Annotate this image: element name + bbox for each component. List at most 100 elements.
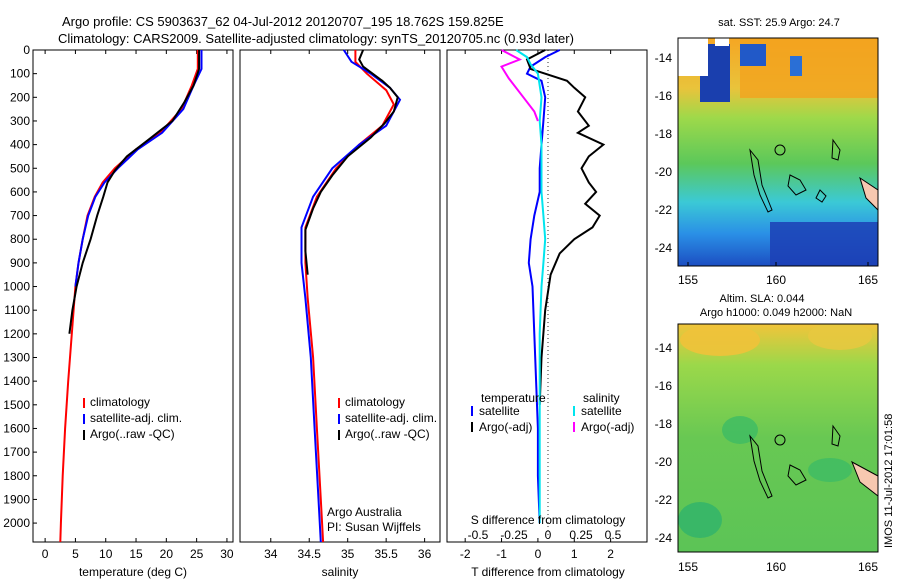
australia-land — [851, 460, 878, 497]
y-tick-label: 1600 — [3, 421, 30, 435]
sst-xtick-label: 160 — [766, 273, 786, 287]
x-tick-label: 35 — [341, 547, 355, 561]
x-tick-label: 35.5 — [374, 547, 398, 561]
sla-low-patch — [722, 416, 758, 444]
y-tick-label: 1700 — [3, 445, 30, 459]
annotation-pi: PI: Susan Wijffels — [327, 520, 421, 534]
x-tick-label: 25 — [190, 547, 204, 561]
australia-land — [859, 176, 878, 211]
x-tick-label: 15 — [129, 547, 143, 561]
salinity-legend: climatology satellite-adj. clim. Argo(..… — [338, 395, 437, 441]
series-line-s-argo-adj — [500, 49, 539, 122]
sla-high-patch — [808, 324, 872, 350]
sla-xtick-label: 155 — [678, 560, 698, 574]
sla-low-patch — [678, 502, 722, 538]
sst-ytick-label: -16 — [655, 89, 673, 103]
legend-label-climatology: climatology — [90, 395, 150, 409]
salinity-xlabel: salinity — [322, 565, 359, 579]
sla-ytick-label: -16 — [655, 379, 673, 393]
legend-header-temperature: temperature — [481, 391, 546, 405]
sst-land-mask — [715, 38, 729, 46]
sla-map: Altim. SLA: 0.044 Argo h1000: 0.049 h200… — [655, 293, 879, 574]
imos-timestamp: IMOS 11-Jul-2012 17:01:58 — [883, 414, 895, 548]
sla-ytick-label: -18 — [655, 417, 673, 431]
y-tick-label: 0 — [23, 43, 30, 57]
coastline — [831, 424, 841, 447]
temperature-panel: 0100200300400500600700800900100011001200… — [3, 43, 234, 579]
sla-ytick-label: -14 — [655, 341, 673, 355]
y-tick-label: 1100 — [4, 303, 30, 317]
y-tick-label: 1200 — [3, 327, 30, 341]
sla-ytick-label: -24 — [655, 531, 673, 545]
salinity-ticks: 34 34.5 35 35.5 36 — [264, 50, 432, 561]
y-tick-label: 300 — [10, 114, 30, 128]
x-tick-label: 2 — [607, 547, 614, 561]
y-tick-label: 800 — [10, 232, 30, 246]
temperature-axes — [32, 49, 234, 543]
x-tick-label: -2 — [460, 547, 471, 561]
x-tick-label: -1 — [496, 547, 507, 561]
salinity-lines — [300, 49, 402, 543]
x-tick-label: 34 — [264, 547, 278, 561]
difference-ticks: -2 -1 0 1 2 — [460, 50, 614, 561]
sla-map-frame — [677, 323, 879, 553]
difference-legend: temperature salinity satellite Argo(-adj… — [471, 391, 634, 434]
y-tick-label: 1500 — [3, 398, 30, 412]
coastline — [831, 138, 841, 161]
s-tick-label: 0.5 — [605, 528, 622, 542]
legend-label-argo: Argo(..raw -QC) — [345, 427, 430, 441]
sst-xtick-label: 155 — [678, 273, 698, 287]
t-difference-label: T difference from climatology — [471, 565, 625, 579]
sla-map-title-line1: Altim. SLA: 0.044 — [720, 293, 805, 305]
coastline — [749, 148, 773, 213]
sst-ytick-label: -18 — [655, 127, 673, 141]
x-tick-label: 34.5 — [298, 547, 322, 561]
temperature-xlabel: temperature (deg C) — [79, 565, 187, 579]
series-line-argo-raw-qc — [68, 50, 201, 334]
sst-ytick-label: -20 — [655, 165, 673, 179]
sla-low-patch — [808, 458, 852, 482]
x-tick-label: 30 — [220, 547, 234, 561]
s-tick-label: -0.5 — [468, 528, 489, 542]
y-tick-label: 200 — [10, 90, 30, 104]
figure-title-line1: Argo profile: CS 5903637_62 04-Jul-2012 … — [62, 14, 504, 29]
x-tick-label: 5 — [72, 547, 79, 561]
argo-position-marker — [774, 144, 786, 156]
depth-ticks: 0 100 200 300 400 500 600 700 800 900 1000 1100 1200… — [3, 43, 37, 530]
sla-xtick-label: 165 — [858, 560, 878, 574]
figure-title-line2: Climatology: CARS2009. Satellite-adjuste… — [58, 31, 574, 46]
legend-header-salinity: salinity — [583, 391, 620, 405]
sst-xtick-label: 165 — [858, 273, 878, 287]
x-tick-label: 0 — [42, 547, 49, 561]
temperature-lines — [59, 50, 203, 543]
y-tick-label: 2000 — [3, 516, 30, 530]
x-tick-label: 1 — [571, 547, 578, 561]
sla-xtick-label: 160 — [766, 560, 786, 574]
sst-map-frame — [677, 37, 879, 267]
sla-ytick-label: -20 — [655, 455, 673, 469]
x-tick-label: 0 — [535, 547, 542, 561]
y-tick-label: 400 — [10, 138, 30, 152]
legend-label-t-satellite: satellite — [479, 404, 520, 418]
sst-ytick-label: -22 — [655, 203, 673, 217]
s-tick-label: 0.25 — [569, 528, 593, 542]
x-tick-label: 20 — [160, 547, 174, 561]
sst-land-mask — [678, 38, 708, 76]
legend-label-s-argo: Argo(-adj) — [581, 420, 634, 434]
series-line-t-satellite — [525, 49, 561, 524]
legend-label-t-argo: Argo(-adj) — [479, 420, 532, 434]
legend-label-argo: Argo(..raw -QC) — [90, 427, 175, 441]
temperature-ticks: 0 5 10 15 20 25 30 — [42, 50, 234, 561]
difference-panel: -2 -1 0 1 2 S difference from climatology -0… — [446, 49, 648, 579]
s-difference-label: S difference from climatology — [471, 513, 626, 527]
y-tick-label: 500 — [10, 161, 30, 175]
x-tick-label: 36 — [418, 547, 432, 561]
s-tick-label: -0.25 — [500, 528, 528, 542]
coastline — [815, 189, 827, 203]
series-line-s-satellite — [515, 49, 547, 524]
coastline — [787, 174, 807, 196]
y-tick-label: 1800 — [3, 469, 30, 483]
y-tick-label: 900 — [10, 256, 30, 270]
sst-map-title: sat. SST: 25.9 Argo: 24.7 — [718, 17, 840, 29]
